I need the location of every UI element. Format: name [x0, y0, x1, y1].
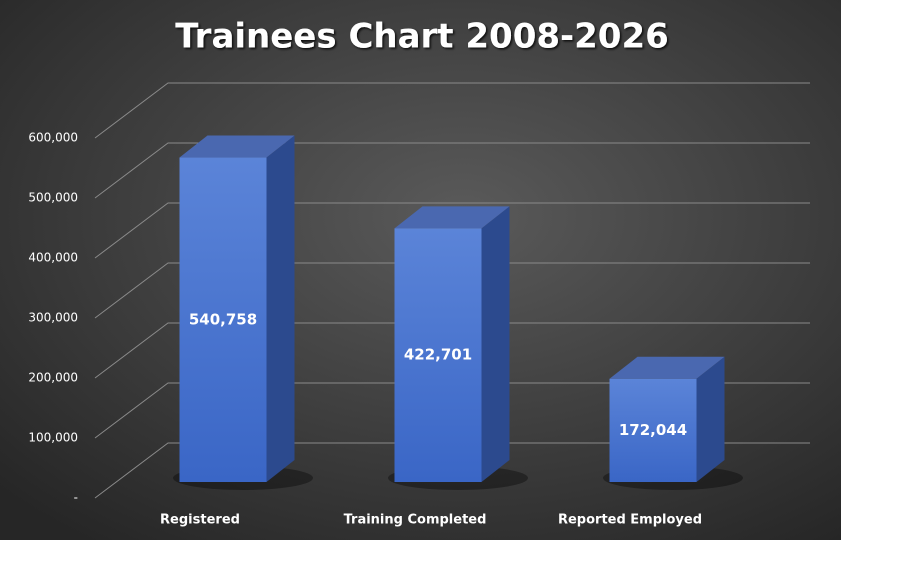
bar	[603, 356, 743, 490]
bar-top	[609, 356, 725, 379]
bar	[173, 135, 313, 490]
x-tick-label: Reported Employed	[558, 513, 702, 528]
bar-front	[394, 228, 482, 482]
y-tick-label: 600,000	[28, 131, 78, 145]
y-tick-label: 500,000	[28, 191, 78, 205]
grid-line	[94, 442, 810, 499]
grid-line	[94, 82, 810, 139]
y-tick-label: 400,000	[28, 251, 78, 265]
grid-line	[94, 202, 810, 259]
x-tick-label: Registered	[160, 513, 240, 528]
chart-title: Trainees Chart 2008-2026	[175, 17, 669, 57]
y-tick-label: 300,000	[28, 311, 78, 325]
bar-front	[609, 378, 697, 482]
grid-line	[94, 322, 810, 379]
grid-line	[94, 262, 810, 319]
bar-top	[394, 206, 510, 229]
y-tick-label: -	[74, 491, 78, 505]
bar-side	[266, 135, 295, 482]
bar-side	[481, 206, 510, 482]
grid-line	[94, 142, 810, 199]
value-label: 172,044	[619, 421, 687, 439]
y-tick-label: 200,000	[28, 371, 78, 385]
value-label: 540,758	[189, 310, 257, 328]
y-tick-label: 100,000	[28, 431, 78, 445]
bar-side	[696, 356, 725, 482]
bar	[388, 206, 528, 490]
value-label: 422,701	[404, 346, 472, 364]
bar-front	[179, 157, 267, 482]
x-tick-label: Training Completed	[344, 513, 487, 528]
grid-line	[94, 382, 810, 439]
bar-top	[179, 135, 295, 158]
